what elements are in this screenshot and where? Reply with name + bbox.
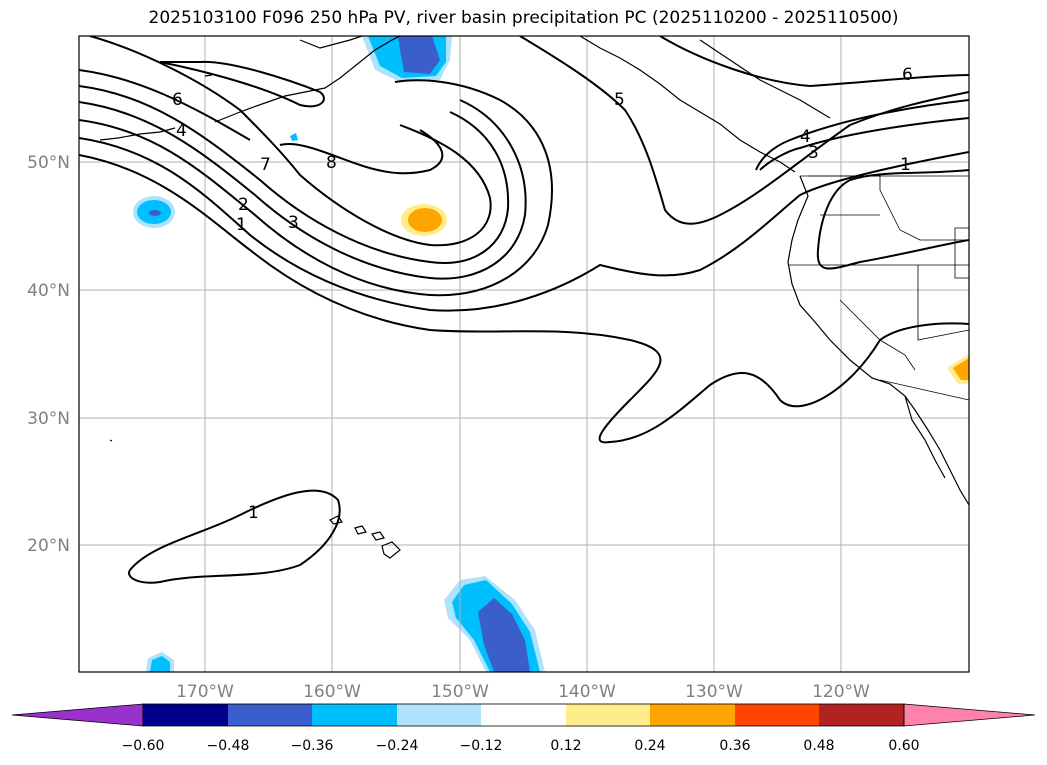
shade-neg-west-strong xyxy=(149,210,161,216)
clabel-8: 6 xyxy=(902,65,913,85)
cb-tick-7: 0.36 xyxy=(719,738,750,754)
lat-label-40: 40°N xyxy=(27,281,70,301)
precip-shading xyxy=(133,36,969,672)
coastlines xyxy=(99,36,969,559)
contour-pv-3b xyxy=(759,117,969,171)
colorbar-frame xyxy=(142,703,905,727)
cb-tick-1: −0.48 xyxy=(207,738,250,754)
lat-label-50: 50°N xyxy=(27,153,70,173)
pv-contours xyxy=(79,36,969,584)
clabel-5: 1 xyxy=(236,215,247,235)
colorbar-bin-4 xyxy=(397,704,481,726)
cb-tick-8: 0.48 xyxy=(803,738,834,754)
cb-tick-5: 0.12 xyxy=(550,738,581,754)
colorbar-bin-9 xyxy=(819,704,904,726)
colorbar-bin-6 xyxy=(566,704,650,726)
clabel-0: 6 xyxy=(172,90,183,110)
map-title: 2025103100 F096 250 hPa PV, river basin … xyxy=(148,8,899,28)
contour-pv-8 xyxy=(279,129,444,175)
lat-label-20: 20°N xyxy=(27,536,70,556)
colorbar-bin-7 xyxy=(650,704,735,726)
contour-pv-7 xyxy=(89,36,492,247)
contour-pv-5 xyxy=(79,85,510,264)
clabel-3: 8 xyxy=(326,153,337,173)
clabel-7: 5 xyxy=(614,90,625,110)
colorbar-bin-3 xyxy=(312,704,397,726)
cb-tick-3: −0.24 xyxy=(376,738,419,754)
contour-pv-loop-ak xyxy=(159,60,325,108)
clabel-2: 7 xyxy=(260,155,271,175)
colorbar-bin-2 xyxy=(228,704,312,726)
contour-pv-1 xyxy=(79,154,969,444)
colorbar: −0.60 −0.48 −0.36 −0.24 −0.12 0.12 0.24 … xyxy=(11,703,1036,754)
shade-neg-dot xyxy=(290,133,298,141)
shade-neg-alaska-strong xyxy=(398,36,440,74)
cb-tick-4: −0.12 xyxy=(460,738,503,754)
contour-pv-4 xyxy=(79,99,527,280)
lon-label-150w: 150°W xyxy=(431,682,489,702)
map-frame xyxy=(78,35,970,673)
latitude-axis: 50°N 40°N 30°N 20°N xyxy=(27,153,70,556)
cb-tick-6: 0.24 xyxy=(634,738,665,754)
contour-pv-1c xyxy=(128,489,341,584)
lon-label-140w: 140°W xyxy=(558,682,616,702)
colorbar-bin-1 xyxy=(143,704,228,726)
clabel-6: 3 xyxy=(288,213,299,233)
shade-neg-south-strong xyxy=(478,598,530,672)
lon-label-120w: 120°W xyxy=(812,682,870,702)
shade-pos-mid-orange xyxy=(408,208,442,232)
colorbar-low-extend xyxy=(11,703,144,727)
colorbar-high-extend xyxy=(903,703,1036,727)
contour-labels: 6 4 7 8 2 1 3 5 6 4 3 1 1 xyxy=(172,65,913,523)
clabel-1: 4 xyxy=(176,121,187,141)
lon-label-130w: 130°W xyxy=(685,682,743,702)
contour-pv-4b xyxy=(755,99,969,171)
contour-pv-2 xyxy=(79,137,969,312)
contour-pv-6 xyxy=(79,69,251,141)
clabel-10: 3 xyxy=(808,143,819,163)
lon-label-160w: 160°W xyxy=(303,682,361,702)
shade-pos-east-orange xyxy=(953,358,969,380)
shade-neg-sw-mid xyxy=(150,656,170,672)
graticule xyxy=(79,36,969,672)
colorbar-bin-5 xyxy=(481,704,566,726)
cb-tick-2: −0.36 xyxy=(291,738,334,754)
contour-pv-5b xyxy=(519,36,969,225)
contour-pv-6b xyxy=(659,36,969,88)
contour-pv-1b xyxy=(816,169,969,270)
clabel-11: 1 xyxy=(900,155,911,175)
lon-label-170w: 170°W xyxy=(176,682,234,702)
political-borders xyxy=(788,175,969,401)
cb-tick-0: −0.60 xyxy=(122,738,165,754)
clabel-4: 2 xyxy=(238,195,249,215)
longitude-axis: 170°W 160°W 150°W 140°W 130°W 120°W xyxy=(176,682,870,702)
cb-tick-9: 0.60 xyxy=(888,738,919,754)
lat-label-30: 30°N xyxy=(27,409,70,429)
clabel-9: 4 xyxy=(800,127,811,147)
colorbar-bin-8 xyxy=(735,704,819,726)
contour-pv-3 xyxy=(79,79,553,297)
clabel-12: 1 xyxy=(248,503,259,523)
